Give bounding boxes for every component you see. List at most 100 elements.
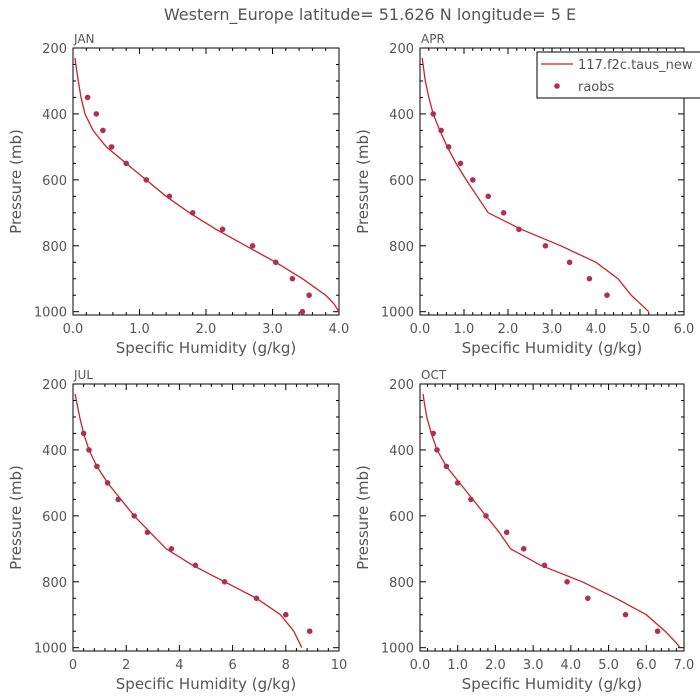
y-tick-label: 400 — [42, 108, 67, 123]
raobs-point — [192, 562, 199, 569]
raobs-point — [80, 430, 87, 437]
y-tick-label: 1000 — [34, 642, 67, 657]
x-tick-label: 1.0 — [447, 658, 468, 673]
x-tick-label: 2.0 — [196, 322, 217, 337]
chart-panel-apr: 0.0 1.0 2.0 3.0 4.0 5.0 6.0 200 400 600 800 1000 APR… — [354, 32, 694, 357]
raobs-point — [520, 546, 527, 552]
raobs-point — [541, 562, 548, 569]
raobs-point — [144, 529, 151, 536]
y-tick-label: 400 — [389, 444, 414, 459]
raobs-point — [564, 579, 570, 585]
raobs-point — [115, 496, 121, 503]
raobs-point — [485, 193, 492, 200]
raobs-point — [430, 111, 437, 117]
y-axis-label: Pressure (mb) — [7, 465, 25, 570]
raobs-point — [585, 595, 591, 602]
x-tick-label: 3.0 — [262, 322, 283, 337]
y-tick-label: 200 — [389, 378, 414, 393]
raobs-point — [586, 275, 593, 282]
raobs-point — [622, 611, 629, 618]
raobs-point — [306, 628, 313, 634]
plot-frame — [72, 383, 340, 652]
raobs-point — [604, 292, 610, 299]
y-tick-label: 200 — [389, 42, 414, 57]
legend-box — [536, 51, 700, 99]
x-tick-label: 1.0 — [129, 322, 150, 337]
raobs-point — [457, 160, 464, 167]
y-tick-label: 200 — [42, 42, 67, 57]
x-axis-label: Specific Humidity (g/kg) — [462, 675, 642, 693]
raobs-point — [443, 463, 450, 470]
plot-frame — [72, 47, 340, 316]
x-tick-label: 8 — [282, 658, 290, 673]
x-tick-label: 2.0 — [485, 658, 506, 673]
raobs-point — [283, 611, 289, 618]
y-tick-label: 600 — [42, 510, 67, 525]
raobs-point — [131, 513, 137, 519]
series-line-model — [421, 57, 650, 313]
raobs-point — [249, 243, 256, 249]
x-tick-label: 3.0 — [542, 322, 563, 337]
x-tick-label: 5.0 — [598, 658, 619, 673]
panel-title: OCT — [421, 368, 447, 382]
raobs-point — [566, 259, 573, 266]
x-tick-label: 0 — [69, 658, 77, 673]
x-tick-label: 6.0 — [674, 322, 695, 337]
raobs-point — [189, 210, 196, 216]
panel-title: JUL — [73, 368, 93, 382]
x-tick-label: 4.0 — [329, 322, 350, 337]
x-tick-label: 3.0 — [523, 658, 544, 673]
legend-marker-swatch — [554, 83, 560, 89]
raobs-point — [306, 292, 312, 299]
y-tick-label: 1000 — [381, 306, 414, 321]
raobs-point — [654, 628, 661, 634]
y-tick-label: 400 — [42, 444, 67, 459]
y-axis-label: Pressure (mb) — [7, 129, 25, 234]
raobs-point — [289, 275, 296, 282]
raobs-point — [542, 243, 549, 249]
x-axis-label: Specific Humidity (g/kg) — [116, 339, 296, 357]
raobs-point — [104, 480, 111, 486]
x-tick-label: 1.0 — [454, 322, 475, 337]
raobs-point — [253, 595, 260, 602]
panels-group: 0.0 1.0 2.0 3.0 4.0 200 400 600 800 1000 JAN Specif… — [7, 32, 694, 693]
chart-panel-jan: 0.0 1.0 2.0 3.0 4.0 200 400 600 800 1000 JAN Specif… — [7, 32, 349, 357]
raobs-point — [86, 447, 92, 453]
y-tick-label: 1000 — [34, 306, 67, 321]
raobs-point — [108, 144, 115, 150]
chart-panel-jul: 0 2 4 6 8 10 200 400 600 800 1000 JUL Specific Humid… — [7, 368, 347, 693]
panel-title: JAN — [73, 32, 95, 46]
legend-label-model: 117.f2c.taus_new — [578, 58, 693, 73]
y-axis-label: Pressure (mb) — [354, 129, 372, 234]
y-tick-label: 800 — [389, 240, 414, 255]
raobs-point — [219, 226, 226, 233]
raobs-point — [438, 127, 444, 134]
raobs-point — [168, 546, 175, 552]
x-tick-label: 4.0 — [586, 322, 607, 337]
raobs-point — [94, 463, 100, 470]
y-tick-label: 1000 — [381, 642, 414, 657]
raobs-point — [445, 144, 452, 150]
raobs-point — [221, 579, 228, 585]
x-tick-label: 0.0 — [410, 658, 431, 673]
y-axis-label: Pressure (mb) — [354, 465, 372, 570]
y-tick-label: 800 — [389, 576, 414, 591]
x-axis-label: Specific Humidity (g/kg) — [116, 675, 296, 693]
raobs-point — [84, 94, 91, 101]
x-tick-label: 4 — [175, 658, 183, 673]
y-tick-label: 600 — [389, 174, 414, 189]
y-tick-label: 400 — [389, 108, 414, 123]
panel-title: APR — [421, 32, 445, 46]
y-tick-label: 800 — [42, 576, 67, 591]
y-tick-label: 200 — [42, 378, 67, 393]
x-tick-label: 0.0 — [63, 322, 84, 337]
raobs-point — [143, 177, 149, 183]
series-line-model — [74, 393, 303, 648]
raobs-point — [468, 496, 474, 503]
y-tick-label: 600 — [42, 174, 67, 189]
raobs-point — [430, 430, 437, 437]
series-line-model — [422, 393, 681, 649]
raobs-point — [273, 259, 279, 266]
raobs-point — [166, 193, 173, 200]
